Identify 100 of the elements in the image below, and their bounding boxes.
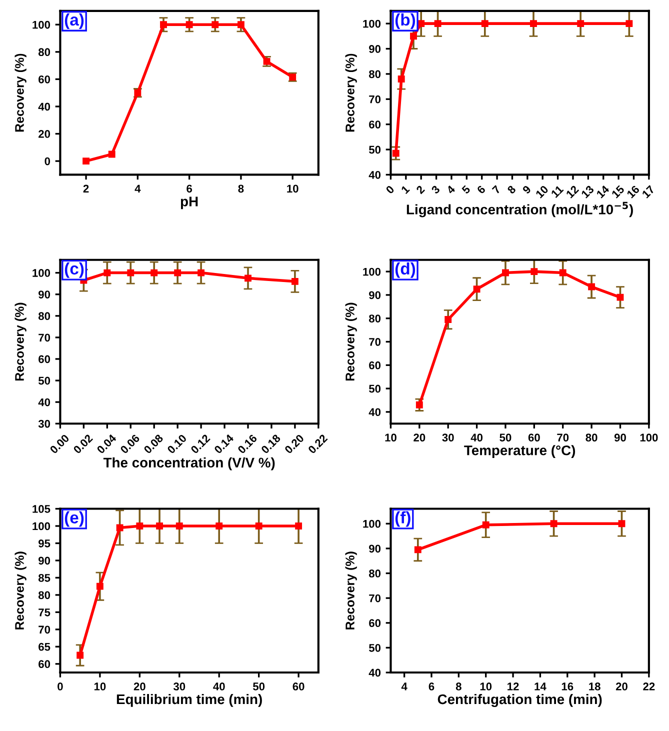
- y-tick-label: 100: [32, 20, 50, 29]
- point: [150, 269, 158, 276]
- point: [176, 522, 183, 530]
- x-tick-label: 3: [430, 184, 440, 194]
- y-tick-label: 60: [369, 619, 381, 628]
- point: [244, 274, 252, 282]
- x-tick-label: 30: [173, 682, 186, 690]
- chart-title: (e): [64, 511, 84, 527]
- y-tick-label: 100: [32, 269, 50, 277]
- y-tick-label: 80: [368, 70, 381, 78]
- point: [577, 20, 584, 28]
- x-tick-label: 7: [492, 185, 501, 194]
- x-tick-label: 0.08: [143, 434, 164, 454]
- x-tick-label: 11: [550, 184, 564, 198]
- x-tick-label: 10: [94, 682, 106, 690]
- x-tick-label: 0.02: [72, 434, 94, 454]
- x-tick-label: 0: [385, 184, 395, 194]
- chart-title: (c): [64, 262, 84, 278]
- x-tick-label: 60: [292, 682, 304, 690]
- point: [618, 520, 626, 528]
- y-tick-label: 70: [369, 338, 381, 346]
- point: [76, 652, 84, 659]
- x-tick-label: 17: [642, 185, 655, 198]
- point: [186, 21, 193, 28]
- y-tick-label: 100: [32, 522, 50, 530]
- y-tick-label: 50: [368, 384, 381, 393]
- y-tick-label: 90: [369, 544, 381, 553]
- x-tick-label: 12: [508, 682, 519, 690]
- x-tick-label: 6: [428, 682, 434, 690]
- y-tick-label: 40: [368, 668, 381, 677]
- y-tick-label: 50: [368, 146, 381, 154]
- point: [550, 520, 558, 528]
- y-axis-title: Recovery (%): [14, 54, 26, 132]
- point: [410, 32, 417, 40]
- x-tick-label: 10: [535, 184, 549, 198]
- point: [291, 278, 298, 285]
- point: [127, 269, 134, 276]
- x-tick-label: 6: [186, 184, 192, 193]
- y-tick-label: 80: [368, 570, 381, 578]
- x-tick-label: 20: [616, 682, 628, 690]
- point: [174, 269, 182, 276]
- x-tick-label: 8: [506, 184, 516, 194]
- x-tick-label: 1: [400, 184, 410, 194]
- point: [82, 158, 90, 165]
- y-tick-label: 70: [369, 594, 381, 602]
- y-tick-label: 70: [38, 626, 50, 634]
- point: [96, 582, 104, 590]
- y-tick-label: 90: [38, 556, 50, 565]
- point: [216, 522, 223, 530]
- y-tick-label: 50: [368, 644, 381, 652]
- x-tick-label: 2: [416, 184, 425, 194]
- y-tick-label: 80: [38, 591, 50, 600]
- y-tick-label: 0: [44, 157, 50, 166]
- x-tick-label: 12: [566, 184, 580, 198]
- y-tick-label: 60: [38, 355, 50, 364]
- x-axis-title: Temperature (°C): [464, 445, 576, 458]
- point: [616, 294, 624, 301]
- y-tick-label: 60: [369, 361, 381, 370]
- point: [588, 283, 596, 290]
- point: [263, 58, 270, 65]
- x-tick-label: 0.18: [260, 434, 281, 454]
- y-tick-label: 80: [38, 312, 50, 320]
- point: [530, 268, 538, 276]
- x-tick-label: 13: [580, 184, 594, 198]
- y-tick-label: 40: [368, 170, 381, 179]
- chart-title: (d): [395, 262, 416, 278]
- point: [104, 269, 111, 276]
- y-tick-label: 30: [38, 420, 50, 428]
- point: [626, 20, 633, 28]
- x-tick-label: 0.22: [308, 434, 328, 454]
- point: [418, 20, 425, 28]
- chart-title: (a): [64, 13, 84, 29]
- point: [530, 20, 537, 28]
- x-tick-label: 2: [83, 184, 89, 192]
- y-tick-label: 100: [363, 268, 381, 276]
- y-tick-label: 60: [369, 120, 381, 128]
- y-tick-label: 50: [38, 376, 50, 385]
- x-axis-title: pH: [180, 196, 198, 210]
- x-tick-label: 15: [611, 184, 625, 198]
- point: [473, 286, 480, 293]
- y-tick-label: 20: [38, 130, 50, 138]
- point: [116, 524, 124, 532]
- x-tick-label: 8: [238, 184, 244, 193]
- point: [108, 150, 116, 158]
- x-tick-label: 20: [414, 434, 426, 442]
- x-tick-label: 4: [134, 184, 141, 192]
- x-tick-label: 9: [522, 184, 532, 194]
- point: [398, 76, 405, 82]
- x-tick-label: 4: [401, 682, 408, 690]
- y-axis-title: Recovery (%): [345, 302, 357, 381]
- y-axis-title: Recovery (%): [14, 552, 26, 630]
- point: [198, 269, 205, 276]
- point: [414, 546, 422, 554]
- y-tick-label: 60: [38, 660, 50, 668]
- y-tick-label: 40: [368, 408, 381, 416]
- point: [559, 269, 566, 276]
- x-tick-label: 30: [442, 434, 454, 442]
- x-tick-label: 14: [534, 682, 546, 690]
- chart-title: (f): [395, 511, 410, 527]
- y-tick-label: 40: [38, 398, 50, 406]
